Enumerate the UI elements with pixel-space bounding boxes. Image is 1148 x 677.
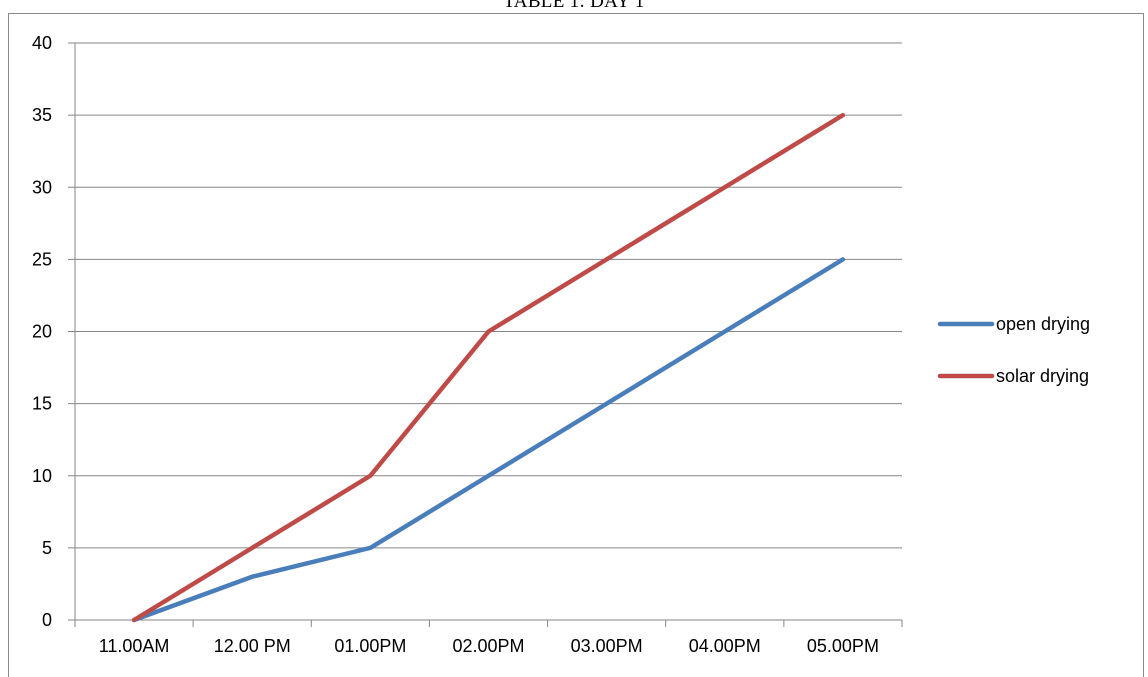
y-tick-label: 10 (32, 466, 52, 486)
y-tick-label: 5 (42, 538, 52, 558)
x-tick-label: 04.00PM (689, 636, 761, 656)
x-tick-label: 02.00PM (452, 636, 524, 656)
x-tick-label: 11.00AM (99, 636, 170, 656)
x-axis-tick-labels: 11.00AM 12.00 PM 01.00PM 02.00PM 03.00PM 04.0… (99, 636, 879, 656)
chart-caption: TABLE 1: DAY 1 (503, 0, 645, 12)
y-axis-tick-labels: 0 5 10 15 20 25 30 35 40 (32, 33, 52, 630)
series-lines (131, 112, 846, 623)
x-tick-label: 12.00 PM (214, 636, 291, 656)
legend-label: solar drying (996, 366, 1089, 386)
y-tick-label: 0 (42, 610, 52, 630)
series-line-open-drying (131, 257, 846, 623)
series-line-solar-drying (131, 112, 846, 623)
y-tick-label: 30 (32, 177, 52, 197)
y-tick-label: 20 (32, 322, 52, 342)
chart-area (8, 13, 1144, 677)
legend-label: open drying (996, 314, 1090, 334)
x-tick-label: 05.00PM (807, 636, 879, 656)
axes (68, 43, 903, 627)
x-tick-label: 03.00PM (571, 636, 643, 656)
x-tick-label: 01.00PM (334, 636, 406, 656)
y-tick-label: 40 (32, 33, 52, 53)
y-tick-label: 25 (32, 249, 52, 269)
y-tick-label: 15 (32, 394, 52, 414)
gridlines (68, 42, 902, 549)
y-tick-label: 35 (32, 105, 52, 125)
legend: open drying solar drying (937, 314, 1090, 386)
